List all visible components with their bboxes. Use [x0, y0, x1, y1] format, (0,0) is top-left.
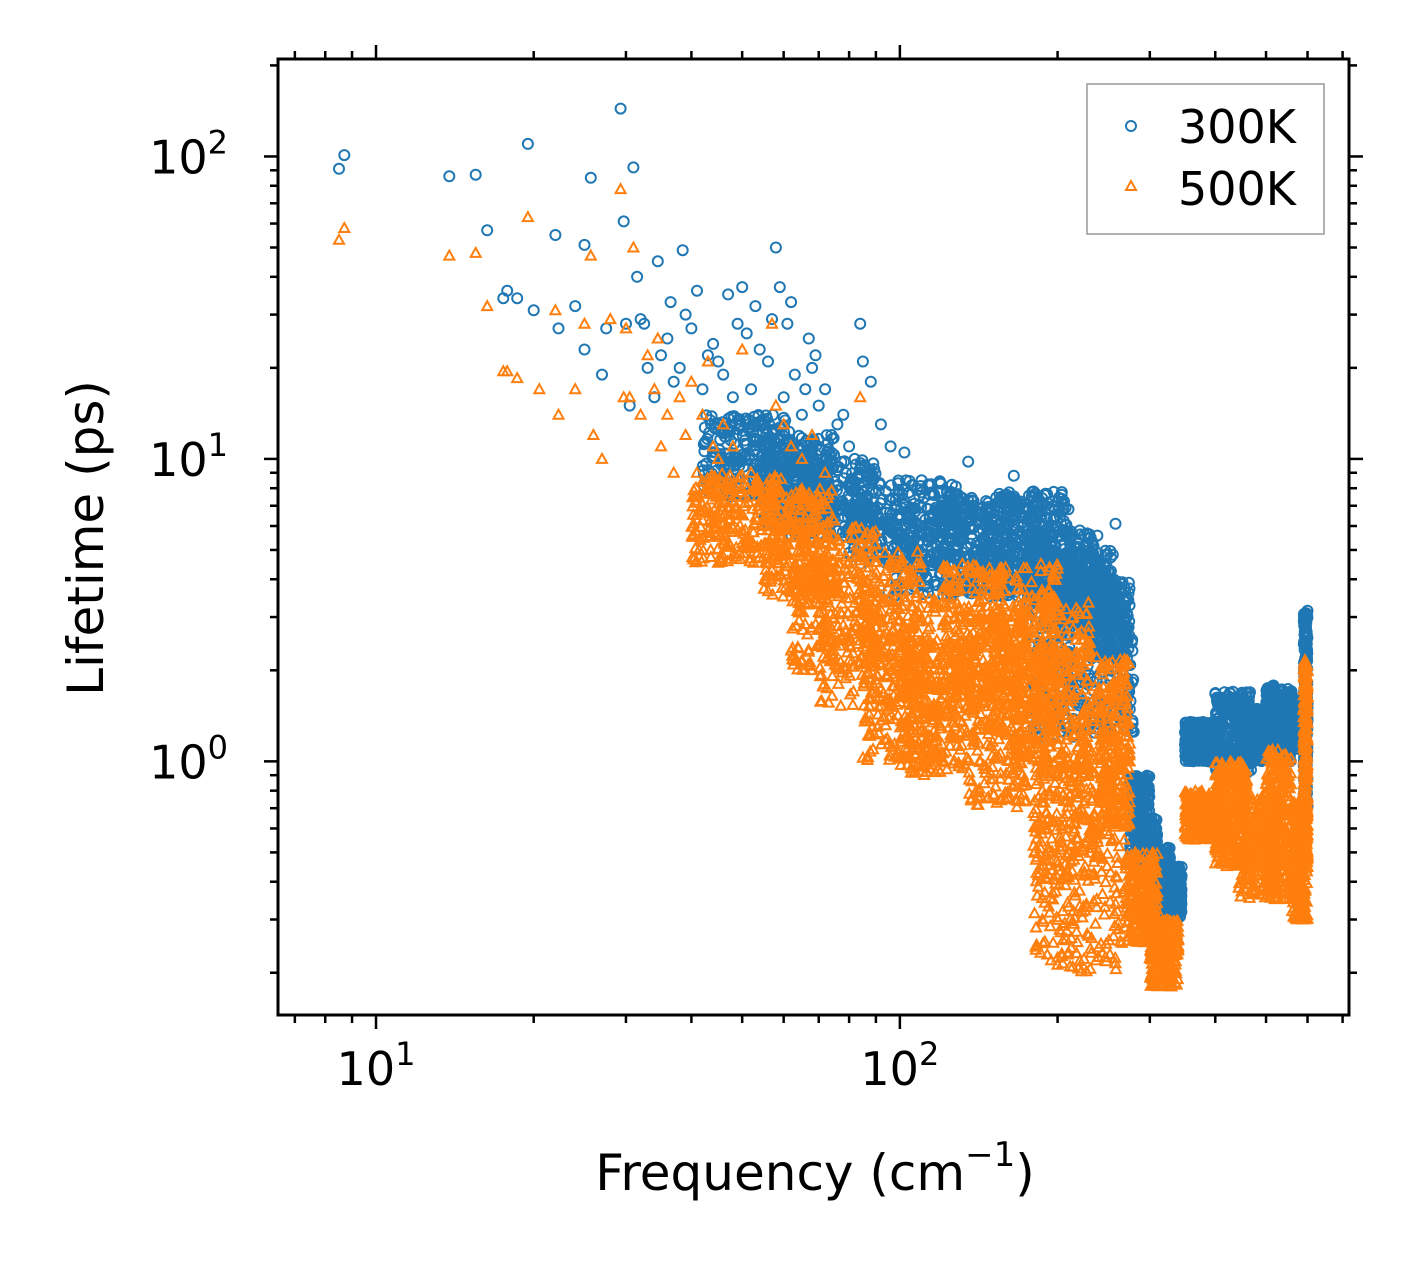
- point-300K-b0: [737, 429, 749, 442]
- data-layer: [332, 102, 1315, 992]
- point-300K-b4: [909, 502, 921, 515]
- point-300K-b4: [909, 524, 922, 536]
- point-300K-b0: [738, 437, 751, 450]
- point-300K-b0: [736, 454, 749, 467]
- point-300K-b3: [855, 485, 868, 497]
- point-300K-b4: [923, 519, 936, 532]
- point-300K-b5: [966, 505, 979, 517]
- point-300K-b3: [900, 474, 912, 487]
- point-300K-b2: [833, 499, 846, 512]
- point-300K-b0: [714, 433, 727, 446]
- point-300K-b0: [722, 452, 735, 465]
- point-300K-b3: [853, 486, 866, 499]
- point-300K-b3: [913, 490, 926, 503]
- point-300K-b4: [886, 508, 899, 521]
- point-300K-b5: [975, 542, 988, 555]
- point-300K-b0: [747, 426, 760, 438]
- point-300K-b3: [871, 507, 883, 520]
- point-300K-b3: [872, 484, 885, 497]
- point-300K-b2: [832, 478, 844, 491]
- point-300K-b0: [749, 439, 762, 452]
- point-300K-b0: [700, 409, 713, 422]
- point-300K-b4: [885, 517, 898, 529]
- point-300K-b0: [701, 432, 714, 445]
- point-300K-b1: [772, 433, 785, 446]
- point-300K-b0: [725, 410, 738, 423]
- point-300K-b4: [895, 533, 908, 546]
- point-300K-b1: [808, 434, 820, 447]
- point-300K-b3: [867, 483, 879, 496]
- point-300K-b1: [822, 443, 835, 456]
- point-300K-b4: [922, 535, 935, 548]
- point-300K-b0: [783, 425, 796, 438]
- point-300K-b0: [703, 426, 715, 439]
- point-300K-b3: [925, 486, 938, 499]
- point-300K-b0: [723, 425, 736, 438]
- point-300K-b5: [946, 523, 959, 536]
- point-300K-b3: [855, 502, 868, 515]
- point-300K-b3: [861, 474, 874, 487]
- point-300K-b4: [895, 501, 908, 514]
- point-300K-b2: [811, 468, 824, 481]
- point-300K-b2: [796, 465, 809, 478]
- point-300K-b0: [777, 411, 790, 424]
- point-300K-b5: [952, 540, 965, 553]
- point-300K-b1: [774, 460, 786, 473]
- point-300K-b3: [934, 485, 947, 497]
- point-300K-b1: [825, 446, 838, 459]
- point-300K-b4: [922, 581, 935, 593]
- point-300K-b3: [886, 492, 899, 505]
- point-300K-b5: [953, 532, 965, 545]
- point-300K-b4: [907, 545, 920, 558]
- point-300K-b4: [883, 524, 896, 537]
- point-300K-b0: [697, 459, 709, 472]
- point-300K-b2: [868, 463, 881, 475]
- point-300K-b5: [977, 524, 989, 537]
- point-300K-b1: [802, 445, 815, 458]
- point-300K-b4: [911, 529, 924, 542]
- point-300K-b3: [892, 474, 905, 487]
- point-300K-b3: [934, 477, 947, 490]
- point-300K-b1: [770, 442, 783, 454]
- point-300K-b3: [844, 505, 857, 518]
- point-300K-b3: [910, 483, 923, 496]
- point-300K-b0: [749, 432, 762, 445]
- point-300K-b2: [838, 455, 851, 468]
- point-300K-b0: [748, 444, 761, 457]
- point-300K-b5: [980, 495, 993, 508]
- point-300K-b2: [788, 472, 801, 485]
- point-300K-b1: [763, 439, 776, 452]
- point-300K-b2: [812, 472, 825, 485]
- point-300K-b0: [728, 463, 741, 475]
- point-300K-b0: [733, 418, 746, 431]
